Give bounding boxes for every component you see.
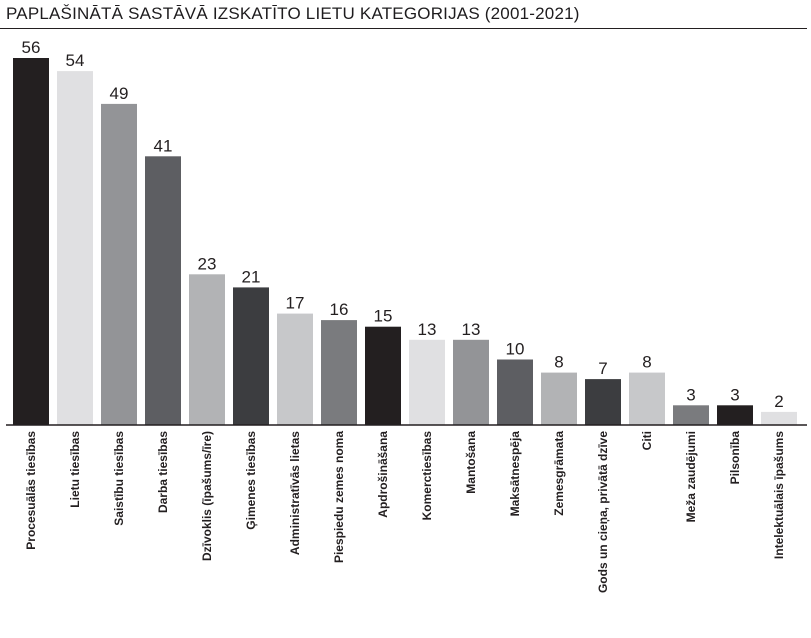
bar (497, 359, 533, 425)
category-tick-label: Lietu tiesības (68, 431, 82, 508)
category-tick-label: Mantošana (464, 431, 478, 494)
bar (365, 326, 401, 425)
bar-value-label: 41 (154, 136, 173, 155)
bars-group: 56 54 49 41 23 21 17 16 15 13 13 10 8 7 8 3 3 2 (13, 38, 797, 426)
bar-value-label: 56 (22, 38, 41, 57)
category-tick-label: Apdrošināšana (376, 431, 390, 518)
bar (629, 372, 665, 425)
bar-value-label: 2 (774, 392, 783, 411)
bar (761, 411, 797, 425)
category-tick-label: Saistību tiesības (112, 431, 126, 526)
bar (189, 274, 225, 425)
bar (233, 287, 269, 425)
chart-title: PAPLAŠINĀTĀ SASTĀVĀ IZSKATĪTO LIETU KATE… (6, 4, 580, 23)
bar-value-label: 17 (286, 294, 305, 313)
category-tick-label: Darba tiesības (156, 431, 170, 513)
category-tick-label: Procesuālās tiesības (24, 431, 38, 550)
category-tick-label: Maksātnespēja (508, 431, 522, 517)
bar-value-label: 8 (642, 353, 651, 372)
bar (453, 339, 489, 425)
category-tick-label: Piespiedu zemes noma (332, 431, 346, 563)
category-tick-label: Ģimenes tiesības (244, 431, 258, 530)
bar (585, 379, 621, 425)
category-tick-label: Komerctiesības (420, 431, 434, 521)
category-tick-label: Pilsonība (728, 431, 742, 485)
bar-value-label: 16 (330, 300, 349, 319)
x-tick-labels: Procesuālās tiesības Lietu tiesības Saistī… (24, 431, 786, 593)
category-tick-label: Dzīvoklis (īpašums/īre) (200, 431, 214, 561)
bar (717, 405, 753, 425)
bar-value-label: 15 (374, 307, 393, 326)
category-tick-label: Administratīvās lietas (288, 431, 302, 555)
bar (145, 156, 181, 426)
category-tick-label: Citi (640, 431, 654, 450)
bar-value-label: 3 (730, 385, 739, 404)
bar-value-label: 49 (110, 84, 129, 103)
bar-value-label: 54 (66, 51, 85, 70)
bar (101, 103, 137, 426)
title-divider (0, 28, 807, 29)
bar-value-label: 13 (418, 320, 437, 339)
bar (673, 405, 709, 425)
bar (541, 372, 577, 425)
category-tick-label: Zemesgrāmata (552, 431, 566, 516)
bar (277, 313, 313, 425)
bar (57, 71, 93, 425)
bar-value-label: 3 (686, 385, 695, 404)
bar-value-label: 10 (506, 340, 525, 359)
bar-value-label: 23 (198, 254, 217, 273)
bar (13, 58, 49, 425)
bar-value-label: 7 (598, 359, 607, 378)
bar-value-label: 13 (462, 320, 481, 339)
category-tick-label: Gods un cieņa, privātā dzīve (596, 431, 610, 593)
bar (321, 320, 357, 425)
bar (409, 339, 445, 425)
bar-value-label: 8 (554, 353, 563, 372)
category-tick-label: Meža zaudējumi (684, 431, 698, 522)
category-tick-label: Intelektuālais īpašums (772, 431, 786, 559)
bar-value-label: 21 (242, 267, 261, 286)
